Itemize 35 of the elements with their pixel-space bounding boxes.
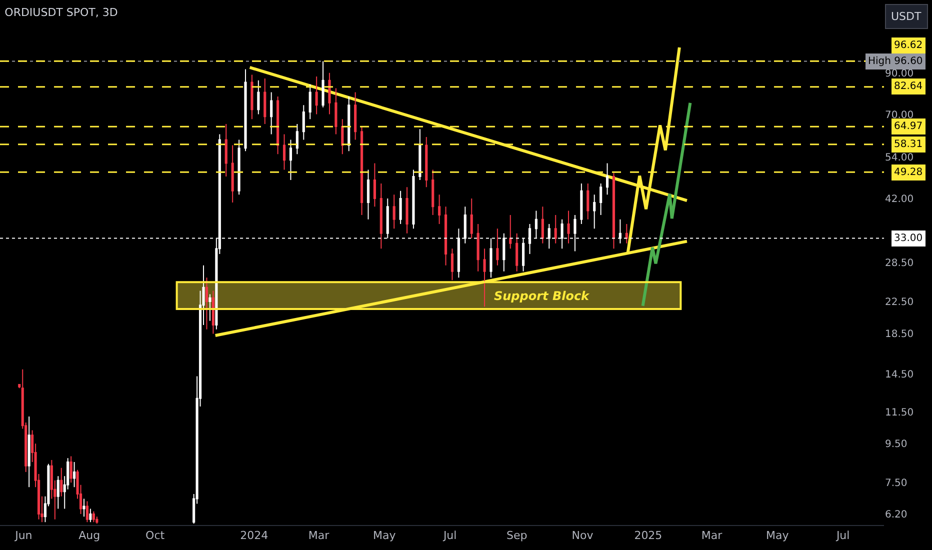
y-tick-label: 18.50: [885, 329, 914, 340]
ref-line-label: 96.62: [894, 40, 923, 51]
y-tick-label: 28.50: [885, 258, 914, 269]
x-tick-label: Jul: [442, 529, 457, 542]
y-tick-label: 14.50: [885, 369, 914, 380]
x-tick-label: Oct: [146, 529, 166, 542]
x-tick-label: Sep: [506, 529, 528, 542]
y-tick-label: 22.50: [885, 296, 914, 308]
ref-line-label: 33.00: [894, 233, 923, 244]
x-tick-label: Mar: [308, 529, 330, 542]
ref-line-label: 82.64: [894, 81, 923, 92]
y-tick-label: 70.00: [885, 110, 914, 121]
x-tick-label: Aug: [78, 529, 100, 542]
y-tick-label: 7.50: [885, 478, 908, 490]
ref-line-label: High 96.60: [868, 56, 923, 67]
ref-line-label: 58.31: [894, 139, 923, 150]
x-tick-label: Jul: [835, 529, 850, 542]
x-tick-label: Mar: [701, 529, 723, 542]
x-tick-label: May: [373, 529, 396, 542]
x-tick-label: May: [766, 529, 790, 542]
y-tick-label: 54.00: [885, 152, 914, 164]
x-tick-label: 2024: [240, 529, 268, 542]
y-tick-label: 11.50: [885, 408, 914, 419]
band-label: Support Block: [494, 289, 590, 303]
x-tick-label: Jun: [14, 529, 32, 542]
y-tick-label: 42.00: [885, 194, 914, 206]
y-tick-label: 9.50: [885, 439, 908, 450]
y-tick-label: 90.00: [885, 68, 914, 80]
ref-line-label: 64.97: [894, 121, 923, 132]
y-tick-label: 6.20: [885, 510, 908, 520]
ref-line-label: 49.28: [894, 167, 923, 178]
x-tick-label: 2025: [634, 529, 662, 542]
x-tick-label: Nov: [572, 529, 594, 542]
y-axis-title: USDT: [891, 10, 922, 23]
text: ORDIUSDT SPOT, 3D: [4, 6, 118, 19]
